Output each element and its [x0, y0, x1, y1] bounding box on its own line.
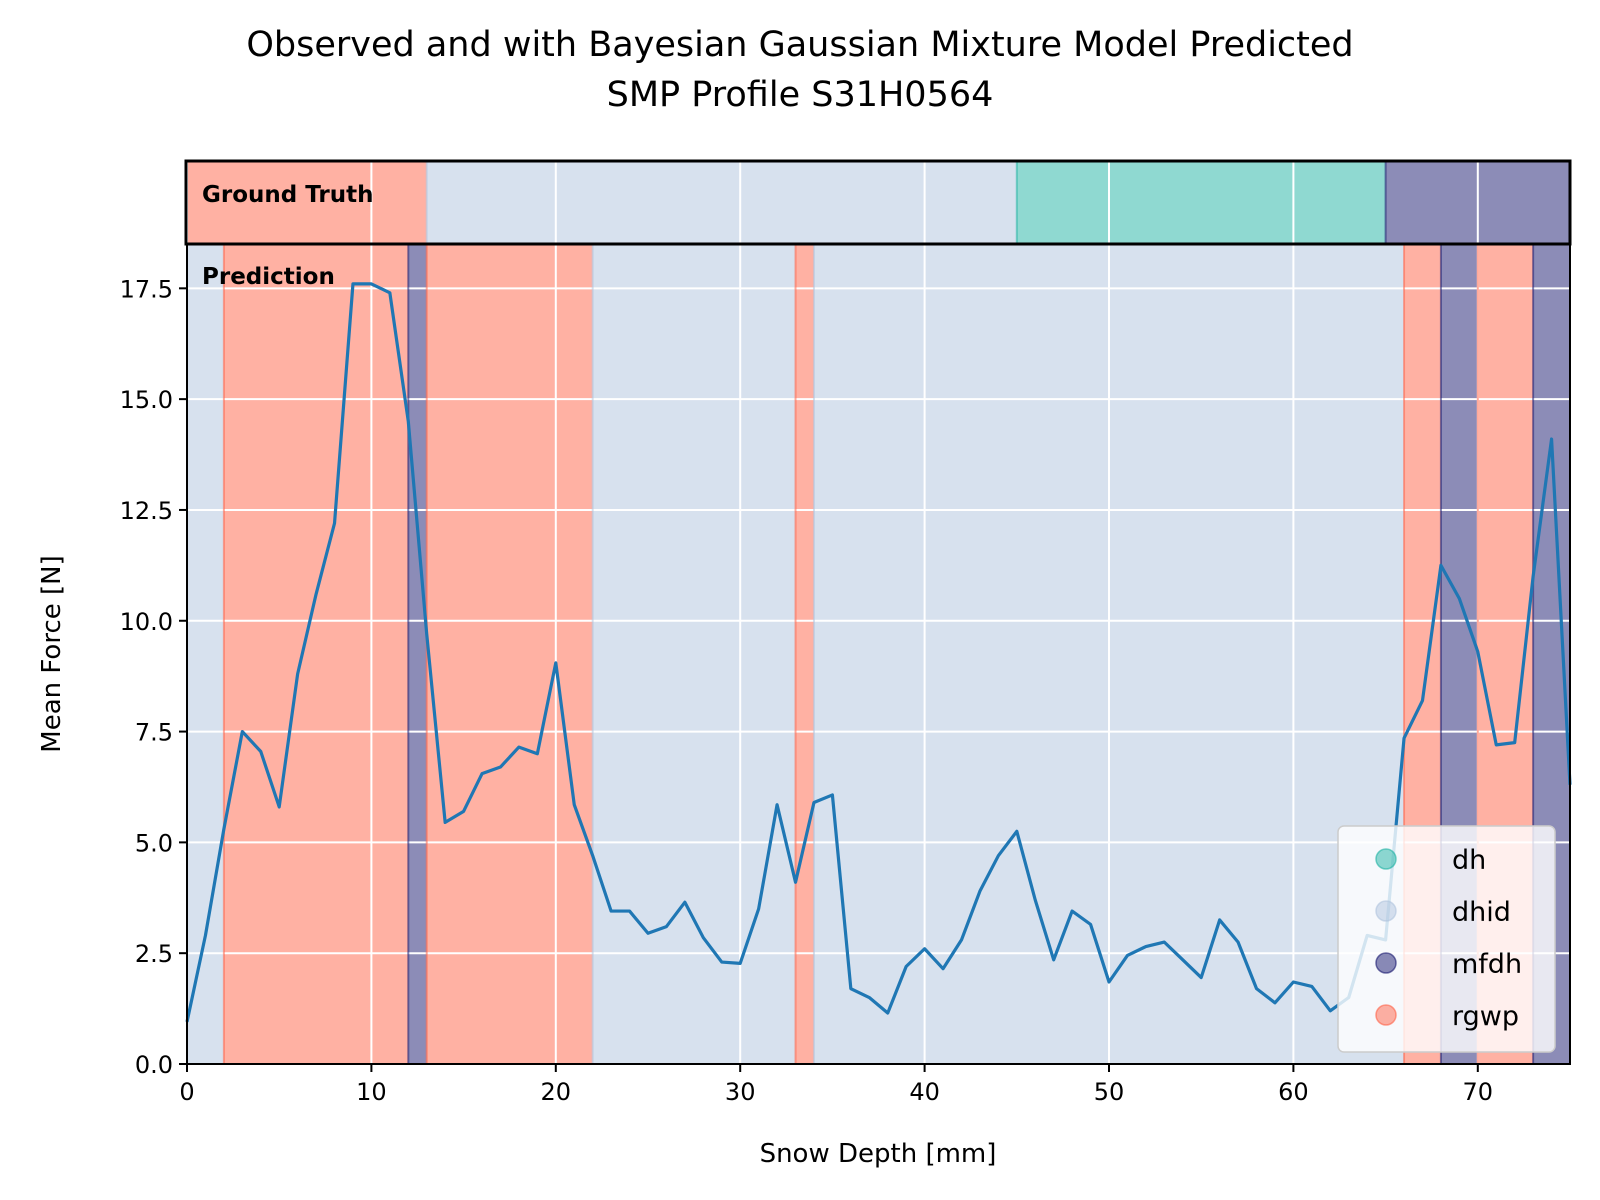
plot-frame — [186, 243, 1571, 1065]
legend: dh dhid mfdh rgwp — [1337, 825, 1556, 1053]
y-tick-label-4: 10.0 — [120, 608, 173, 636]
x-tick-label-7: 70 — [1463, 1078, 1494, 1106]
prediction-band-3 — [426, 244, 593, 1064]
prediction-band-4 — [592, 244, 796, 1064]
prediction-band-2 — [408, 244, 427, 1064]
x-tick-label-1: 10 — [356, 1078, 387, 1106]
y-tick-label-6: 15.0 — [120, 386, 173, 414]
x-tick-label-5: 50 — [1094, 1078, 1125, 1106]
legend-marker-rgwp — [1375, 1004, 1397, 1026]
legend-label-mfdh: mfdh — [1452, 949, 1522, 980]
y-axis-ticks: 0.0 2.5 5.0 7.5 10.0 12.5 15.0 17.5 — [120, 275, 187, 1079]
prediction-label: Prediction — [202, 264, 335, 290]
y-tick-label-2: 5.0 — [135, 829, 173, 857]
x-axis-label: Snow Depth [mm] — [760, 1139, 997, 1169]
y-tick-label-5: 12.5 — [120, 497, 173, 525]
legend-label-rgwp: rgwp — [1452, 1001, 1519, 1032]
ground-truth-band-2 — [1016, 161, 1386, 244]
chart-title: Observed and with Bayesian Gaussian Mixt… — [246, 25, 1353, 65]
chart-subtitle: SMP Profile S31H0564 — [607, 75, 994, 115]
legend-marker-dhid — [1375, 900, 1397, 922]
x-tick-label-2: 20 — [541, 1078, 572, 1106]
legend-marker-dh — [1375, 848, 1397, 870]
legend-label-dhid: dhid — [1452, 897, 1511, 928]
prediction-band-1 — [223, 244, 409, 1064]
y-tick-label-7: 17.5 — [120, 275, 173, 303]
y-axis-label: Mean Force [N] — [37, 555, 67, 752]
y-tick-label-1: 2.5 — [135, 940, 173, 968]
legend-box — [1337, 825, 1556, 1053]
y-tick-label-3: 7.5 — [135, 719, 173, 747]
x-tick-label-3: 30 — [725, 1078, 756, 1106]
ground-truth-label: Ground Truth — [202, 182, 374, 208]
legend-marker-mfdh — [1375, 952, 1397, 974]
x-tick-label-6: 60 — [1278, 1078, 1309, 1106]
x-tick-label-0: 0 — [179, 1078, 194, 1106]
legend-label-dh: dh — [1452, 845, 1486, 876]
x-axis-ticks: 0 10 20 30 40 50 60 70 — [179, 1064, 1493, 1106]
x-tick-label-4: 40 — [909, 1078, 940, 1106]
prediction-band-5 — [795, 244, 814, 1064]
ground-truth-band-1 — [426, 161, 1017, 244]
ground-truth-bands — [187, 161, 1570, 244]
y-tick-label-0: 0.0 — [135, 1051, 173, 1079]
ground-truth-band-0 — [187, 161, 427, 244]
